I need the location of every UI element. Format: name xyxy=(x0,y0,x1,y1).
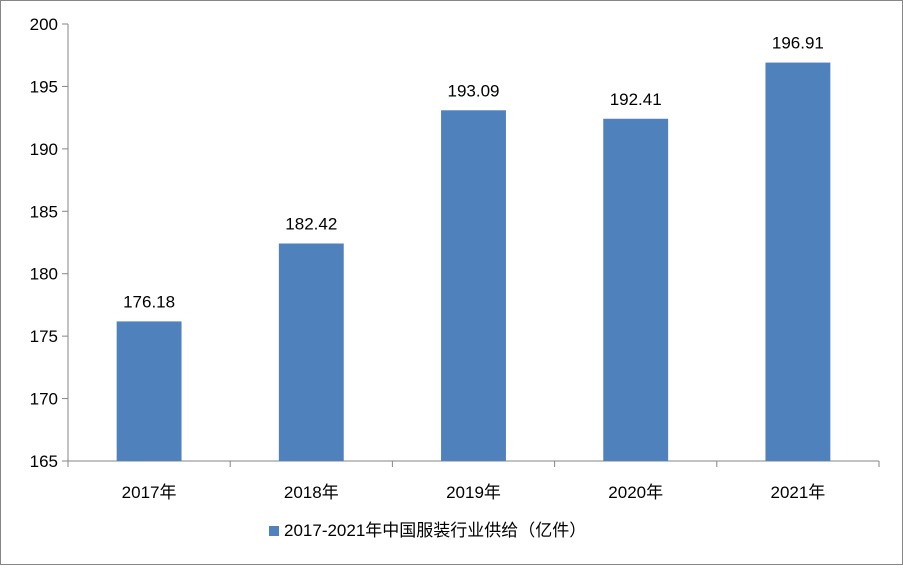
y-tick-label: 190 xyxy=(30,140,58,159)
x-tick-label: 2019年 xyxy=(446,483,501,502)
y-tick-label: 185 xyxy=(30,202,58,221)
y-tick-label: 180 xyxy=(30,265,58,284)
data-label: 182.42 xyxy=(285,214,337,233)
x-tick-label: 2021年 xyxy=(770,483,825,502)
bars xyxy=(116,62,831,462)
x-tick-label: 2017年 xyxy=(122,483,177,502)
bar xyxy=(765,62,831,461)
x-tick-label: 2018年 xyxy=(284,483,339,502)
x-axis: 2017年 2018年 2019年 2020年 2021年 xyxy=(67,460,880,502)
legend-label: 2017-2021年中国服装行业供给（亿件） xyxy=(284,521,586,540)
bar xyxy=(603,118,669,461)
legend: 2017-2021年中国服装行业供给（亿件） xyxy=(269,521,586,540)
data-label: 192.41 xyxy=(610,90,662,109)
data-label: 176.18 xyxy=(123,292,175,311)
x-tick-label: 2020年 xyxy=(608,483,663,502)
data-label: 193.09 xyxy=(448,81,500,100)
y-tick-label: 170 xyxy=(30,390,58,409)
y-tick-label: 200 xyxy=(30,15,58,34)
data-labels: 176.18 182.42 193.09 192.41 196.91 xyxy=(123,34,824,312)
y-axis: 165 170 175 180 185 190 195 200 xyxy=(30,15,69,471)
y-tick-label: 165 xyxy=(30,452,58,471)
bar xyxy=(278,243,344,461)
legend-swatch xyxy=(269,526,279,536)
y-tick-label: 195 xyxy=(30,77,58,96)
bar xyxy=(441,110,506,462)
bar xyxy=(116,321,182,461)
y-tick-label: 175 xyxy=(30,327,58,346)
data-label: 196.91 xyxy=(772,34,824,53)
